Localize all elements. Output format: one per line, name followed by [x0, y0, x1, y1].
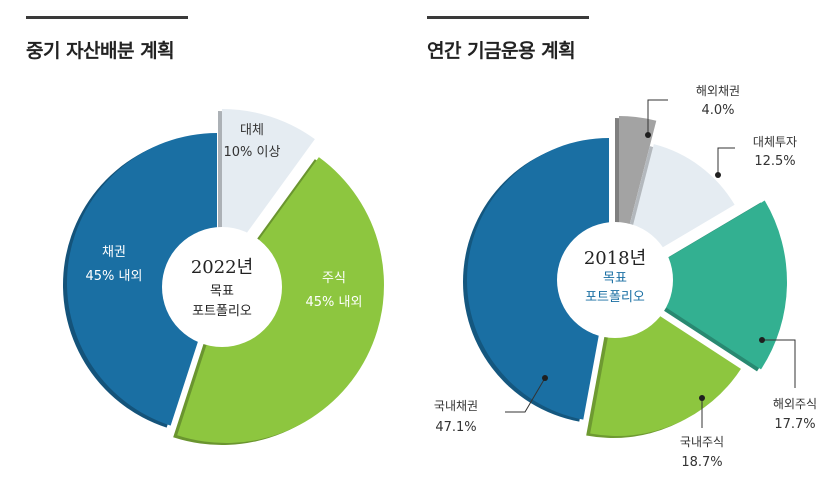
left-slice-대체: [222, 109, 315, 267]
right-pie: [462, 116, 787, 439]
right-leader-dot-국내채권: [542, 375, 548, 381]
left-pie: [62, 109, 384, 445]
left-slice-채권: [66, 133, 217, 426]
right-label-name-국내채권: 국내채권: [434, 399, 478, 413]
right-label-name-해외주식: 해외주식: [773, 397, 817, 411]
left-label-name-주식: 주식: [322, 271, 346, 286]
left-label-value-주식: 45% 내외: [306, 295, 363, 310]
right-label-name-국내주식: 국내주식: [680, 435, 724, 449]
right-label-name-해외채권: 해외채권: [696, 84, 740, 98]
right-center-hole: [557, 222, 673, 338]
right-label-value-대체투자: 12.5%: [754, 154, 795, 169]
right-center-year: 2018년: [584, 248, 646, 269]
left-label-name-대체: 대체: [240, 123, 264, 138]
left-center-year: 2022년: [191, 257, 253, 278]
right-leader-dot-국내주식: [699, 395, 705, 401]
left-chart-title: 중기 자산배분 계획: [26, 40, 175, 62]
left-center-line2: 포트폴리오: [192, 304, 252, 319]
right-label-value-해외채권: 4.0%: [701, 103, 734, 118]
right-slice-해외주식: [627, 200, 787, 370]
left-center-line1: 목표: [210, 284, 234, 299]
right-label-value-국내채권: 47.1%: [435, 420, 476, 435]
right-panel-rule: [427, 16, 589, 19]
right-center-line2: 포트폴리오: [585, 290, 645, 305]
left-label-value-채권: 45% 내외: [86, 269, 143, 284]
right-leader-dot-대체투자: [715, 172, 721, 178]
right-slice-국내채권: [466, 137, 609, 420]
right-leader-line-대체투자: [717, 147, 735, 175]
right-leader-line-해외채권: [647, 99, 668, 135]
right-label-name-대체투자: 대체투자: [753, 135, 797, 149]
right-label-value-해외주식: 17.7%: [774, 417, 815, 432]
right-label-value-국내주식: 18.7%: [681, 455, 722, 470]
right-center-line1: 목표: [603, 271, 627, 286]
right-leader-dot-해외주식: [759, 337, 765, 343]
left-panel-rule: [26, 16, 188, 19]
right-leader-dot-해외채권: [645, 132, 651, 138]
left-label-name-채권: 채권: [102, 245, 126, 260]
right-chart-title: 연간 기금운용 계획: [427, 40, 576, 62]
left-slice-주식: [177, 157, 384, 443]
left-center-hole: [162, 227, 282, 347]
right-leader-line-해외주식: [762, 339, 796, 388]
left-label-value-대체: 10% 이상: [224, 145, 281, 160]
right-leader-line-국내채권: [505, 377, 546, 413]
